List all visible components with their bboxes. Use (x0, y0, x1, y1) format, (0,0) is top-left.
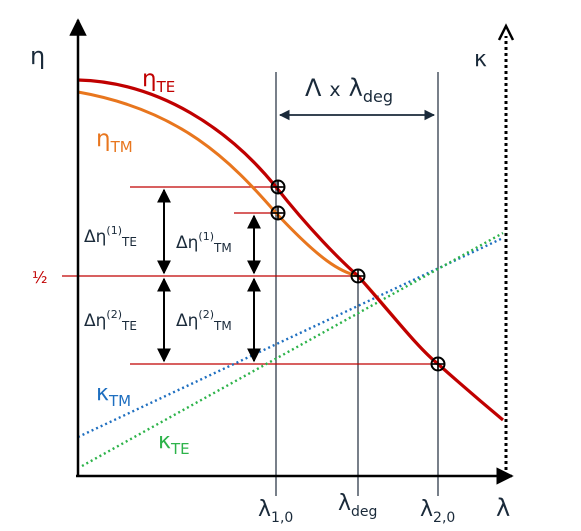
kappa-axis-label: κ (474, 47, 487, 72)
kappa-tm-line (77, 236, 504, 439)
marker-lambda-deg (350, 268, 366, 284)
kappa-tm-label: κTM (96, 381, 131, 410)
d-eta-2-tm-label: Δη(2)TM (176, 308, 232, 333)
half-label: ½ (32, 268, 48, 287)
eta-te-label: ηTE (142, 66, 175, 96)
eta-tm-label: ηTM (96, 126, 133, 156)
marker-te-lambda-1-0 (270, 179, 286, 195)
d-eta-2-te-label: Δη(2)TE (84, 308, 137, 333)
d-eta-1-te-label: Δη(1)TE (84, 224, 137, 249)
kappa-axis-arrowhead (497, 23, 515, 41)
x-marker-lambda-1-0: λ1,0 (258, 497, 293, 526)
d-eta-1-tm-label: Δη(1)TM (176, 230, 232, 255)
y-axis-label: η (30, 42, 45, 70)
marker-lambda-2-0 (430, 356, 446, 372)
kappa-te-label: κTE (158, 429, 190, 458)
eta-te-curve (77, 78, 505, 422)
x-marker-lambda-2-0: λ2,0 (420, 497, 455, 526)
x-axis-label: λ (496, 494, 510, 522)
marker-tm-lambda-1-0 (270, 205, 286, 221)
x-marker-lambda-deg: λdeg (338, 491, 377, 520)
kappa-te-line (81, 231, 504, 468)
